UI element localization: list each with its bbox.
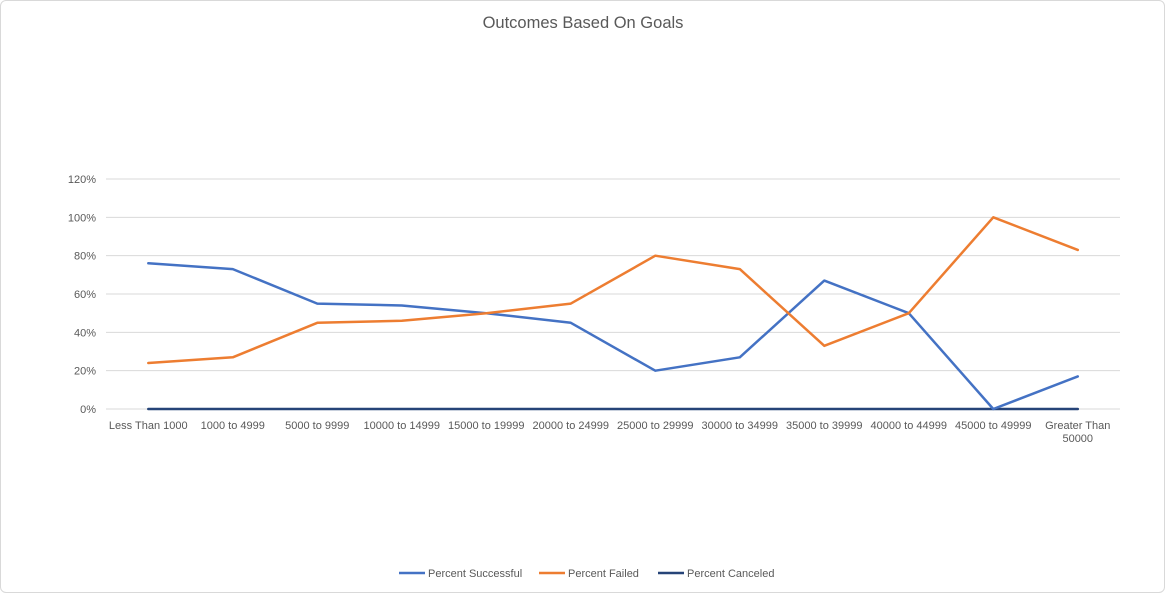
legend: Percent Successful Percent Failed Percent … bbox=[399, 568, 774, 580]
x-tick-label: 5000 to 9999 bbox=[285, 420, 349, 432]
y-tick-label: 100% bbox=[68, 212, 96, 224]
series-line-percent-successful bbox=[147, 262, 1080, 411]
chart-title: Outcomes Based On Goals bbox=[483, 14, 684, 32]
y-tick-label: 20% bbox=[74, 366, 96, 378]
gridlines bbox=[106, 178, 1120, 372]
x-tick-label: 1000 to 4999 bbox=[201, 420, 265, 432]
x-tick-label: Less Than 1000 bbox=[109, 420, 188, 432]
y-tick-label: 120% bbox=[68, 174, 96, 186]
y-tick-label: 0% bbox=[80, 404, 96, 416]
y-axis-tick-labels: 0% 20% 40% 60% 80% 100% 120% bbox=[68, 174, 96, 416]
x-tick-label: 40000 to 44999 bbox=[871, 420, 947, 432]
series-line-percent-failed bbox=[147, 216, 1080, 365]
series-lines bbox=[147, 216, 1080, 411]
legend-label: Percent Canceled bbox=[687, 568, 774, 580]
x-tick-label: 10000 to 14999 bbox=[364, 420, 440, 432]
x-tick-label: 25000 to 29999 bbox=[617, 420, 693, 432]
y-tick-label: 60% bbox=[74, 289, 96, 301]
x-tick-label: 30000 to 34999 bbox=[702, 420, 778, 432]
x-tick-label: 15000 to 19999 bbox=[448, 420, 524, 432]
x-tick-label: 35000 to 39999 bbox=[786, 420, 862, 432]
x-tick-label: Greater Than 50000 bbox=[1045, 420, 1110, 445]
x-tick-label: 45000 to 49999 bbox=[955, 420, 1031, 432]
y-tick-label: 80% bbox=[74, 251, 96, 263]
x-axis-tick-labels: Less Than 1000 1000 to 4999 5000 to 9999 10… bbox=[109, 420, 1110, 445]
legend-label: Percent Successful bbox=[428, 568, 522, 580]
y-tick-label: 40% bbox=[74, 327, 96, 339]
x-tick-label: 20000 to 24999 bbox=[533, 420, 609, 432]
legend-label: Percent Failed bbox=[568, 568, 639, 580]
